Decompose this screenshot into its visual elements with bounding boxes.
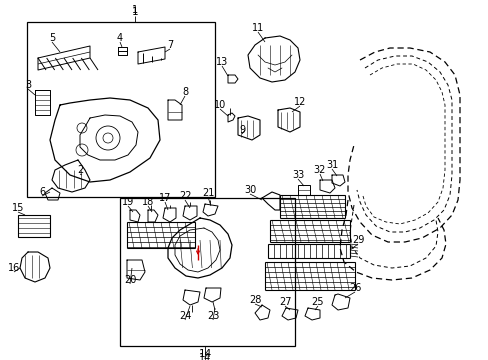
Bar (297, 185, 309, 195)
Text: 5: 5 (49, 33, 55, 43)
Text: 32: 32 (313, 165, 325, 175)
Text: 31: 31 (325, 160, 337, 170)
Text: 2: 2 (77, 165, 83, 175)
Text: 28: 28 (248, 295, 261, 305)
Text: 16: 16 (8, 263, 20, 273)
Bar (27, 22, 215, 197)
Text: 18: 18 (142, 197, 154, 207)
Text: 11: 11 (251, 23, 264, 33)
Text: 4: 4 (117, 33, 123, 43)
Text: 15: 15 (12, 203, 24, 213)
Text: 23: 23 (206, 311, 219, 321)
Text: 33: 33 (291, 170, 304, 180)
Text: 27: 27 (278, 297, 291, 307)
Text: 14: 14 (199, 353, 211, 360)
Text: 10: 10 (213, 100, 225, 110)
Text: 20: 20 (123, 275, 136, 285)
Text: 24: 24 (179, 311, 191, 321)
Text: 14: 14 (198, 349, 211, 359)
Text: 19: 19 (122, 197, 134, 207)
Text: 21: 21 (202, 188, 214, 198)
Text: 30: 30 (244, 185, 256, 195)
Text: 26: 26 (348, 283, 361, 293)
Text: 17: 17 (159, 193, 171, 203)
Text: 1: 1 (132, 5, 138, 15)
Text: 12: 12 (293, 97, 305, 107)
Text: 29: 29 (351, 235, 364, 245)
Bar (120, 198, 294, 346)
Text: 7: 7 (166, 40, 173, 50)
Text: 8: 8 (182, 87, 188, 97)
Text: 22: 22 (179, 191, 191, 201)
Bar (18, 215, 50, 237)
Text: 6: 6 (39, 187, 45, 197)
Text: 9: 9 (239, 125, 244, 135)
Text: 13: 13 (215, 57, 228, 67)
Text: 25: 25 (311, 297, 324, 307)
Text: 1: 1 (131, 7, 138, 17)
Text: 3: 3 (25, 80, 31, 90)
